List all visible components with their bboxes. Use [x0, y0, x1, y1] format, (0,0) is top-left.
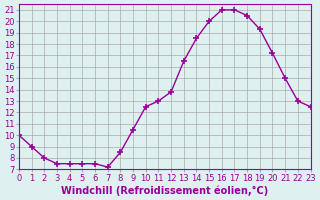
X-axis label: Windchill (Refroidissement éolien,°C): Windchill (Refroidissement éolien,°C) — [61, 185, 268, 196]
